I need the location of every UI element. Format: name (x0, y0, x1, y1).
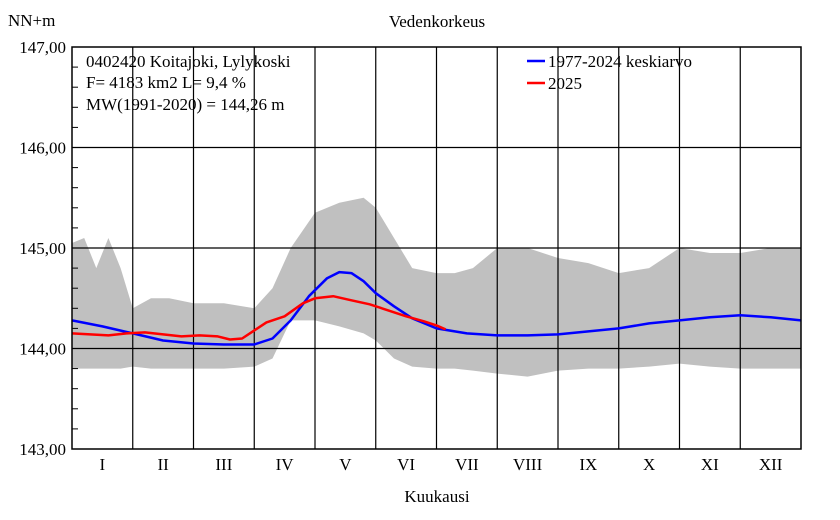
y-tick-label: 143,00 (19, 440, 66, 459)
month-label: X (643, 455, 655, 474)
legend: 1977-2024 keskiarvo 2025 (527, 52, 692, 93)
month-label: I (100, 455, 106, 474)
y-tick-label: 145,00 (19, 239, 66, 258)
chart-title: Vedenkorkeus (389, 12, 485, 31)
month-label: V (339, 455, 352, 474)
month-label: XII (759, 455, 783, 474)
legend-label-average: 1977-2024 keskiarvo (548, 52, 692, 71)
month-label: VIII (513, 455, 543, 474)
info-line-mean-water: MW(1991-2020) = 144,26 m (86, 95, 284, 114)
series-line-average (71, 270, 802, 346)
month-label: VII (455, 455, 479, 474)
x-axis-label: Kuukausi (404, 487, 469, 506)
y-tick-label: 147,00 (19, 38, 66, 57)
y-axis-unit-label: NN+m (8, 11, 55, 30)
info-line-area: F= 4183 km2 L= 9,4 % (86, 73, 246, 92)
month-label: IV (276, 455, 295, 474)
plot-frame (71, 46, 802, 450)
y-tick-label: 146,00 (19, 139, 66, 158)
month-label: XI (701, 455, 719, 474)
month-label: VI (397, 455, 415, 474)
legend-label-2025: 2025 (548, 74, 582, 93)
info-line-station: 0402420 Koitajoki, Lylykoski (86, 52, 291, 71)
month-label: III (215, 455, 232, 474)
month-label: IX (579, 455, 597, 474)
series-line-2025 (71, 294, 447, 341)
y-tick-label: 144,00 (19, 340, 66, 359)
month-label: II (157, 455, 169, 474)
